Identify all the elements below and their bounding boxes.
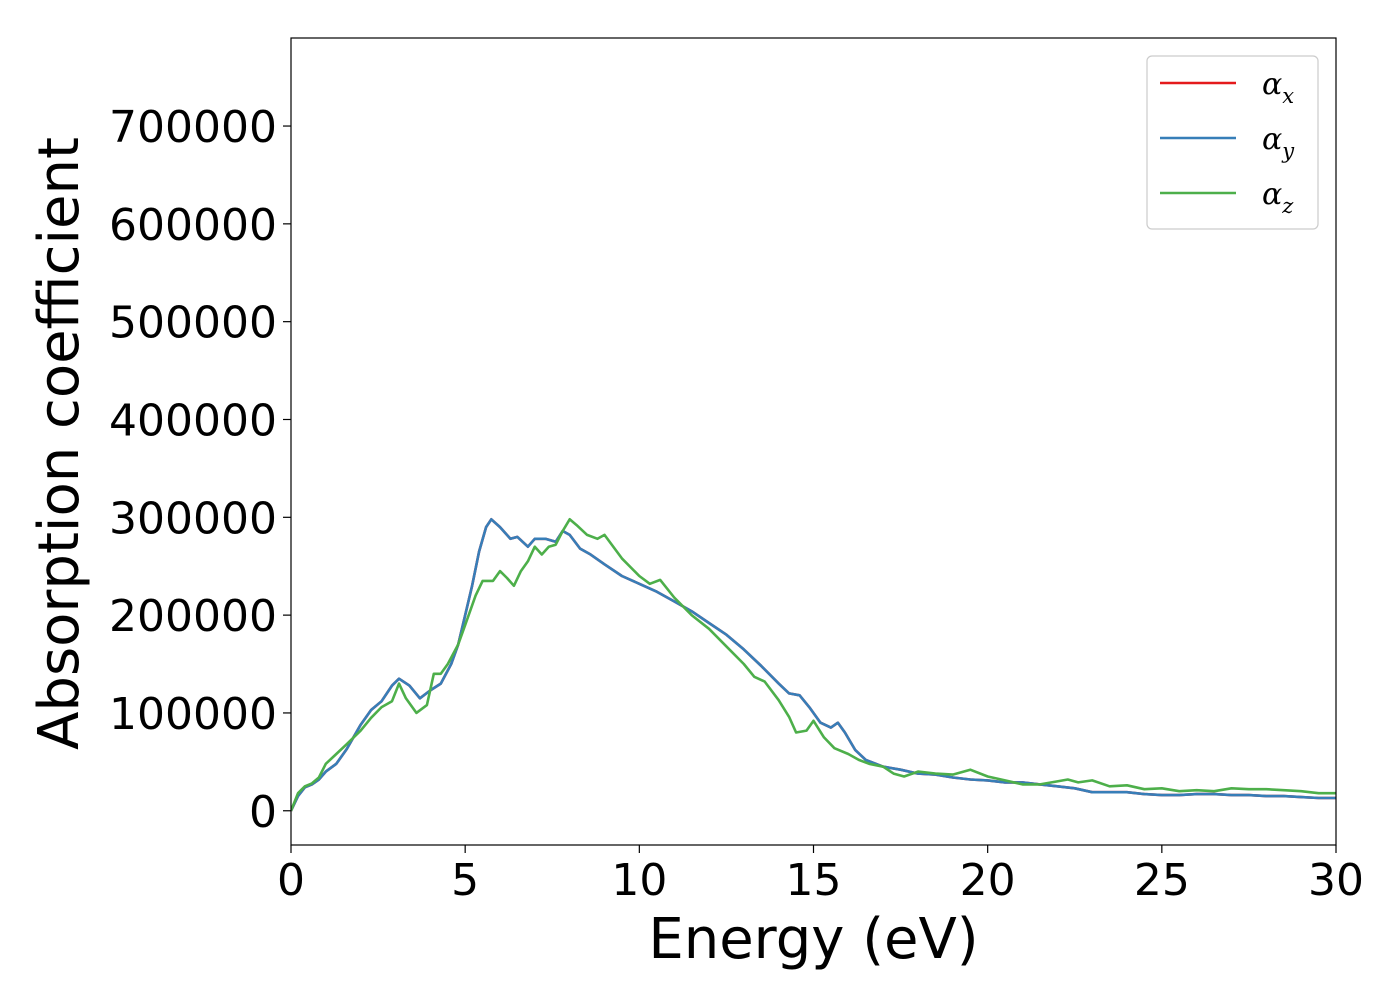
series-layer xyxy=(291,517,1336,812)
legend-symbol: α xyxy=(1262,67,1282,102)
legend-symbol: α xyxy=(1262,122,1282,157)
x-tick-label: 10 xyxy=(611,855,667,906)
x-tick-label: 5 xyxy=(451,855,479,906)
y-tick-label: 100000 xyxy=(109,689,277,740)
legend-symbol: α xyxy=(1262,177,1282,212)
legend-label-y: αy xyxy=(1262,122,1295,163)
legend-label-x: αx xyxy=(1262,67,1294,108)
legend-subscript: y xyxy=(1281,139,1295,163)
y-axis-ticks: 0 100000 200000 300000 400000 500000 600000 700… xyxy=(109,102,291,838)
x-axis-label: Energy (eV) xyxy=(648,907,978,972)
x-tick-label: 0 xyxy=(277,855,305,906)
y-tick-label: 300000 xyxy=(109,493,277,544)
y-tick-label: 200000 xyxy=(109,591,277,642)
x-tick-label: 15 xyxy=(786,855,842,906)
x-tick-label: 20 xyxy=(960,855,1016,906)
x-tick-label: 25 xyxy=(1134,855,1190,906)
legend-box xyxy=(1146,55,1319,230)
y-axis-label: Absorption coefficient xyxy=(27,137,92,750)
legend-label-z: αz xyxy=(1262,177,1294,218)
y-tick-label: 700000 xyxy=(109,102,277,153)
y-tick-label: 0 xyxy=(249,787,277,838)
series-line-y xyxy=(291,517,1336,812)
legend-subscript: x xyxy=(1282,84,1294,108)
legend-subscript: z xyxy=(1281,194,1294,218)
y-tick-label: 600000 xyxy=(109,200,277,251)
y-tick-label: 400000 xyxy=(109,395,277,446)
y-tick-label: 500000 xyxy=(109,298,277,349)
series-line-z xyxy=(291,517,1336,812)
x-tick-label: 30 xyxy=(1308,855,1364,906)
x-axis-ticks: 0 5 10 15 20 25 30 xyxy=(277,845,1364,906)
